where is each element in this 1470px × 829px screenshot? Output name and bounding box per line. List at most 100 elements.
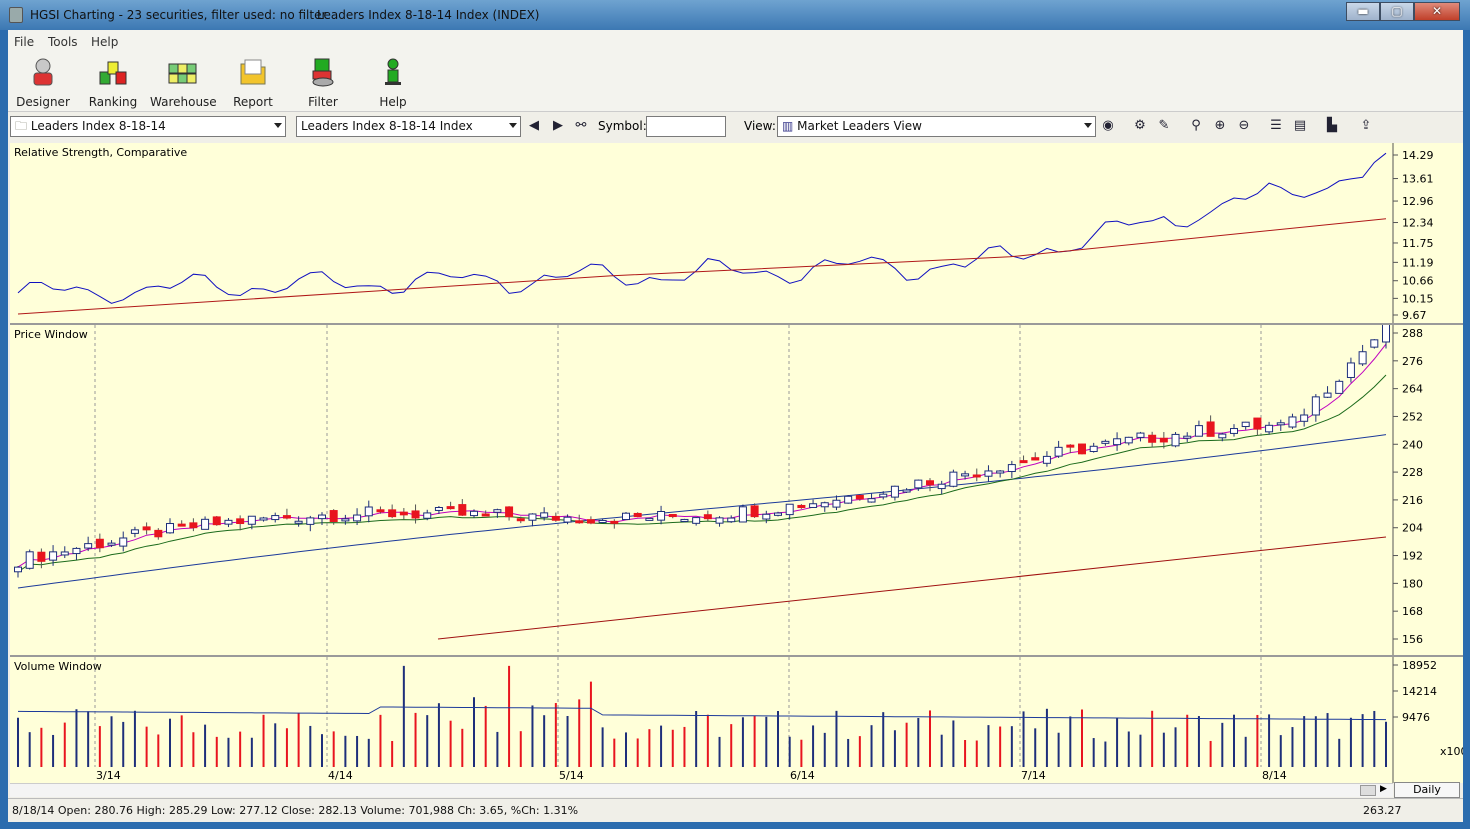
security-selector[interactable]: Leaders Index 8-18-14 Index [296, 116, 521, 137]
symbol-input[interactable] [646, 116, 726, 137]
candle-body [529, 514, 536, 520]
prev-arrow-icon[interactable]: ◀ [526, 118, 542, 134]
candle-body [1207, 422, 1214, 436]
help-button[interactable]: Help [360, 56, 426, 112]
candle-body [997, 471, 1004, 473]
warehouse-label: Warehouse [150, 95, 216, 109]
price-tick-label: 216 [1402, 494, 1423, 507]
candle-body [517, 519, 524, 521]
candle-body [307, 518, 314, 524]
price-tick-label: 204 [1402, 522, 1423, 535]
price-tick-label: 156 [1402, 633, 1423, 646]
candle-body [1102, 441, 1109, 443]
candle-body [693, 518, 700, 524]
ranking-label: Ranking [80, 95, 146, 109]
candle-body [611, 521, 618, 523]
chart-toggle-icon[interactable]: ▙ [1324, 118, 1340, 134]
candle-body [1301, 415, 1308, 421]
eye-icon[interactable]: ◉ [1100, 118, 1116, 134]
candle-body [552, 516, 559, 520]
price-chart: 288 276 264 252 240 228 216 204 192 180 168 156 [10, 325, 1463, 655]
window-subtitle: Leaders Index 8-18-14 Index (INDEX) [317, 8, 539, 22]
rs-tick-label: 9.67 [1402, 309, 1427, 322]
rs-panel: Relative Strength, Comparative 14.29 13.6… [10, 143, 1463, 325]
price-panel: Price Window 288 276 264 252 240 228 216 204 192… [10, 325, 1463, 657]
list-selector[interactable]: 🗀 Leaders Index 8-18-14 [10, 116, 286, 137]
rs-chart: 14.2913.6112.9612.3411.7511.1910.6610.15… [10, 143, 1463, 323]
volume-tick-label: 14214 [1402, 685, 1437, 698]
candle-body [237, 519, 244, 524]
candle-body [1020, 461, 1027, 463]
export-icon[interactable]: ⇪ [1358, 118, 1374, 134]
x-axis-label: 4/14 [328, 769, 353, 782]
candle-body [856, 495, 863, 498]
menu-help[interactable]: Help [91, 35, 118, 49]
filter-button[interactable]: Filter [290, 56, 356, 112]
designer-button[interactable]: Designer [10, 56, 76, 112]
candle-body [950, 472, 957, 486]
period-button[interactable]: Daily [1394, 782, 1460, 798]
candle-body [295, 521, 302, 523]
candle-body [120, 538, 127, 546]
candle-body [1149, 435, 1156, 442]
menu-file[interactable]: File [14, 35, 34, 49]
candle-body [1231, 429, 1238, 434]
view-selector[interactable]: ▥ Market Leaders View [777, 116, 1096, 137]
list-icon[interactable]: ▤ [1292, 118, 1308, 134]
maximize-button[interactable]: ▢ [1380, 2, 1414, 21]
candle-body [763, 514, 770, 519]
volume-panel: Volume Window 18952 14214 9476 3/14 4/14 5/1… [10, 657, 1463, 783]
rs-tick-label: 13.61 [1402, 173, 1434, 186]
candle-body [447, 507, 454, 509]
candle-body [1359, 352, 1366, 364]
scroll-right-icon[interactable]: ▶ [1380, 784, 1387, 794]
next-arrow-icon[interactable]: ▶ [550, 118, 566, 134]
candle-body [845, 496, 852, 503]
candle-body [494, 510, 501, 513]
candle-body [1055, 447, 1062, 456]
candle-body [1312, 397, 1319, 415]
chart-icon: ▥ [782, 119, 793, 133]
candle-body [435, 508, 442, 511]
close-button[interactable]: ✕ [1414, 2, 1460, 21]
bars-icon[interactable]: ☰ [1268, 118, 1284, 134]
menu-tools[interactable]: Tools [48, 35, 78, 49]
list-selector-value: Leaders Index 8-18-14 [31, 119, 166, 133]
report-icon [237, 56, 269, 88]
candle-body [541, 513, 548, 517]
report-button[interactable]: Report [220, 56, 286, 112]
binoculars-icon[interactable]: ⚯ [573, 118, 589, 134]
price-tick-label: 276 [1402, 355, 1423, 368]
selector-bar: 🗀 Leaders Index 8-18-14 Leaders Index 8-… [8, 113, 1463, 141]
rs-tick-label: 11.75 [1402, 237, 1434, 250]
candle-body [15, 567, 22, 572]
ma-10-line [18, 344, 1386, 567]
candle-body [190, 523, 197, 528]
zoom-out-icon[interactable]: ⊖ [1236, 118, 1252, 134]
settings-icon[interactable]: ⚙ [1132, 118, 1148, 134]
candle-body [775, 513, 782, 515]
status-value: 263.27 [1363, 804, 1402, 817]
ranking-button[interactable]: Ranking [80, 56, 146, 112]
rs-line [18, 153, 1386, 303]
candle-body [1219, 434, 1226, 438]
zoom-in-icon[interactable]: ⊕ [1212, 118, 1228, 134]
scroll-thumb[interactable] [1360, 785, 1376, 796]
minimize-button[interactable]: ▬ [1346, 2, 1380, 21]
horizontal-scrollbar[interactable]: ▶ [10, 783, 1393, 797]
candle-body [564, 517, 571, 522]
rs-tick-label: 12.34 [1402, 217, 1434, 230]
candle-body [587, 520, 594, 523]
title-bar: HGSI Charting - 23 securities, filter us… [0, 0, 1470, 30]
zoom-icon[interactable]: ⚲ [1188, 118, 1204, 134]
candle-body [248, 516, 255, 524]
candle-body [482, 514, 489, 516]
candle-body [131, 530, 138, 534]
ma-200-line [438, 537, 1386, 639]
edit-icon[interactable]: ✎ [1156, 118, 1172, 134]
candle-body [225, 520, 232, 524]
candle-body [576, 521, 583, 523]
candle-body [424, 513, 431, 518]
warehouse-button[interactable]: Warehouse [150, 56, 216, 112]
